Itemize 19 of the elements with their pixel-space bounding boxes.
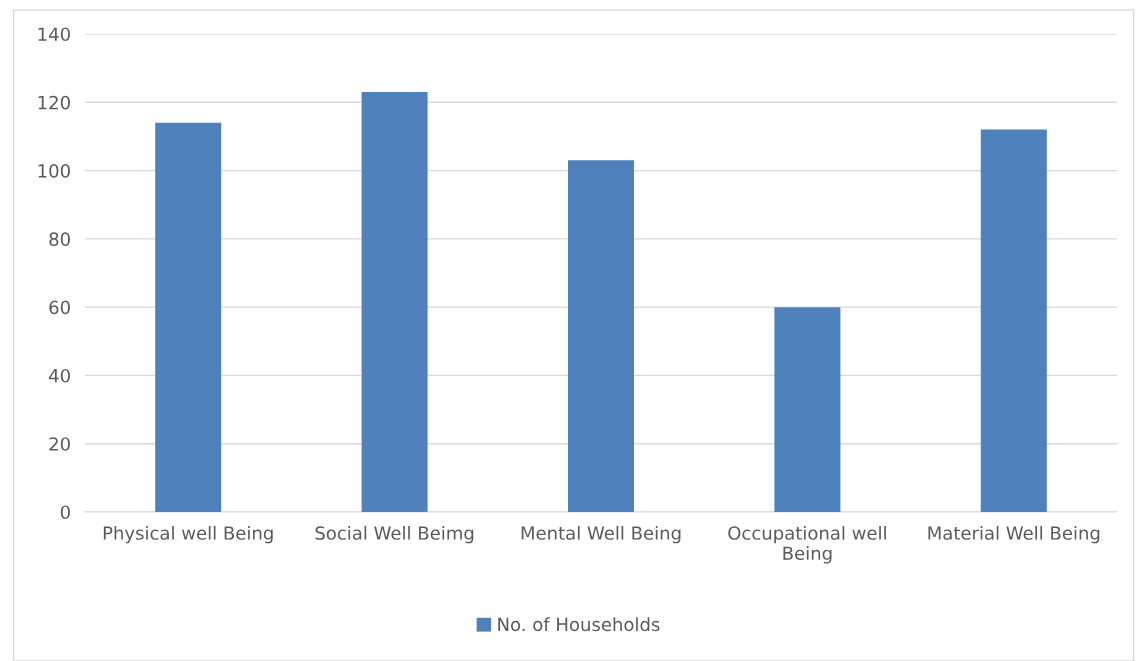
bar <box>155 122 222 512</box>
x-tick-label: Occupational well Being <box>728 525 886 564</box>
y-tick-label: 40 <box>49 368 70 383</box>
y-tick-label: 20 <box>49 437 70 451</box>
y-tick-label: 60 <box>49 300 70 315</box>
x-tick-label: Mental Well Being <box>521 525 681 544</box>
y-tick-label: 0 <box>60 505 70 520</box>
x-tick-label: Social Well Beimg <box>315 525 474 544</box>
bar <box>567 160 635 512</box>
bar <box>774 307 841 512</box>
y-tick-label: 140 <box>38 27 70 42</box>
y-tick-label: 120 <box>38 95 70 110</box>
legend-label: No. of Households <box>498 617 660 632</box>
y-tick-label: 80 <box>49 232 70 246</box>
bar <box>361 92 428 512</box>
x-tick-label: Physical well Being <box>103 525 273 544</box>
bar <box>980 129 1047 512</box>
y-tick-label: 100 <box>38 164 70 178</box>
x-tick-label: Material Well Being <box>928 525 1100 544</box>
